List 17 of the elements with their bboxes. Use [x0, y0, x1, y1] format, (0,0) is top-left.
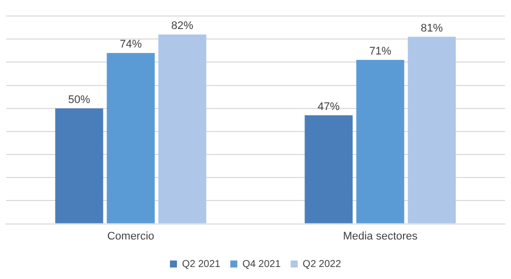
- bar: [55, 108, 104, 224]
- data-label: 81%: [420, 22, 444, 34]
- data-label: 74%: [120, 38, 142, 50]
- bar: [158, 34, 206, 224]
- bar: [304, 115, 353, 224]
- x-tick-label: Comercio: [107, 230, 154, 242]
- bar: [356, 60, 404, 224]
- data-label: 71%: [369, 45, 392, 58]
- data-label: 50%: [68, 94, 90, 106]
- data-label: 47%: [318, 100, 340, 113]
- legend-label: Q2 2022: [302, 258, 342, 270]
- legend-label: Q4 2021: [242, 258, 282, 270]
- bar: [408, 36, 456, 224]
- x-tick-label: Media sectores: [342, 230, 418, 242]
- legend-label: Q2 2021: [182, 258, 221, 270]
- bar: [106, 52, 155, 224]
- data-label: 82%: [171, 20, 194, 32]
